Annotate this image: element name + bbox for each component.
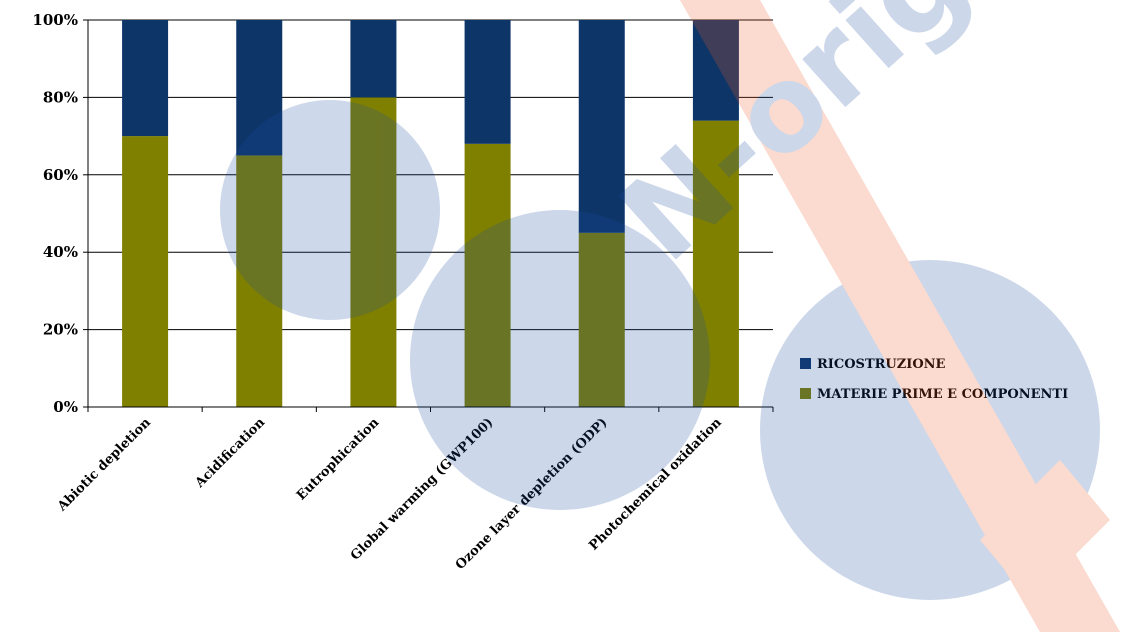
watermark-stripe-1	[680, 0, 1120, 632]
legend-swatch	[800, 358, 811, 369]
gridlines	[83, 19, 773, 408]
legend: RICOSTRUZIONE MATERIE PRIME E COMPONENTI	[800, 357, 1068, 402]
x-category-label: Eutrophication	[294, 415, 383, 504]
bar-segment	[350, 97, 397, 408]
y-tick-labels: 0% 20% 40% 60% 80% 100%	[32, 11, 78, 416]
bar-segment	[464, 20, 511, 144]
bar-segment	[122, 136, 169, 407]
bars	[122, 20, 739, 408]
x-category-label: Acidification	[192, 415, 269, 492]
bar-segment	[350, 20, 397, 98]
y-tick-label: 80%	[43, 88, 78, 106]
y-tick-label: 40%	[43, 243, 78, 261]
watermark-circle-1	[220, 100, 440, 320]
watermark-circle-3	[760, 260, 1100, 600]
legend-label: RICOSTRUZIONE	[817, 357, 946, 372]
bar-segment	[578, 232, 625, 407]
bar-segment	[122, 20, 169, 137]
y-tick-label: 60%	[43, 166, 78, 184]
legend-swatch	[800, 388, 811, 399]
legend-label: MATERIE PRIME E COMPONENTI	[817, 387, 1068, 402]
axes	[87, 20, 774, 412]
bar-segment	[692, 120, 739, 408]
watermark-stripe-2	[980, 460, 1110, 600]
watermark-circle-2	[410, 210, 710, 510]
y-tick-label: 20%	[43, 321, 78, 339]
bar-segment	[236, 20, 283, 156]
y-tick-label: 100%	[32, 11, 78, 29]
bar-segment	[464, 143, 511, 407]
x-category-label: Abiotic depletion	[54, 415, 154, 515]
bar-segment	[692, 20, 739, 121]
bar-segment	[578, 20, 625, 233]
y-tick-label: 0%	[53, 398, 78, 416]
bar-segment	[236, 155, 283, 407]
